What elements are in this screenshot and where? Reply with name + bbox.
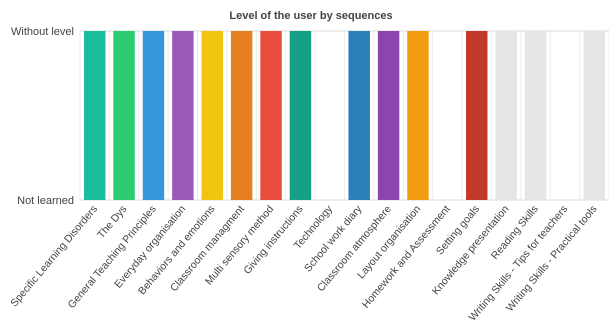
- bar-7: [289, 31, 312, 200]
- bar-14: [495, 31, 517, 200]
- bar-11: [407, 31, 429, 200]
- bar-17: [583, 31, 606, 200]
- y-tick-label: Without level: [11, 26, 74, 38]
- y-tick-label: Not learned: [17, 195, 74, 207]
- chart-title: Level of the user by sequences: [229, 10, 392, 22]
- y-axis-ticks: Not learned Without level: [11, 26, 74, 207]
- bar-9: [348, 31, 370, 200]
- bars: [83, 31, 606, 200]
- bar-6: [260, 31, 282, 200]
- bar-13: [466, 31, 488, 200]
- bar-2: [142, 31, 165, 200]
- grid: [79, 30, 609, 201]
- bar-1: [113, 31, 135, 200]
- bar-3: [172, 31, 194, 200]
- bar-0: [83, 31, 106, 200]
- bar-15: [524, 31, 547, 200]
- bar-4: [201, 31, 223, 200]
- bar-10: [377, 31, 400, 200]
- bar-5: [230, 31, 253, 200]
